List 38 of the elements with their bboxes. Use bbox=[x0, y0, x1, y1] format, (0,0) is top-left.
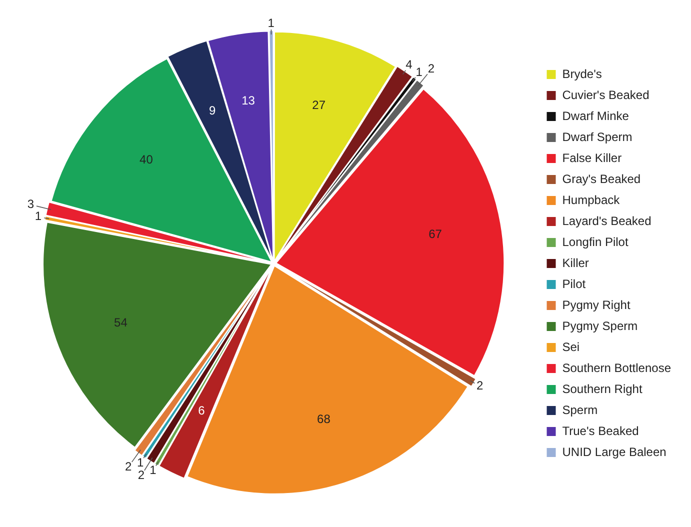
legend-label: Gray's Beaked bbox=[562, 172, 641, 186]
data-label: 1 bbox=[136, 455, 144, 470]
legend-label: UNID Large Baleen bbox=[562, 444, 666, 459]
legend-label: Bryde's bbox=[562, 66, 602, 81]
legend-label: Pygmy Sperm bbox=[562, 318, 638, 333]
data-label: 40 bbox=[140, 152, 154, 166]
data-label: 54 bbox=[114, 315, 128, 330]
legend-label: Layard's Beaked bbox=[562, 214, 652, 228]
data-label: 3 bbox=[27, 196, 34, 211]
data-label: 1 bbox=[416, 64, 423, 79]
data-label: 1 bbox=[150, 463, 157, 478]
data-label: 4 bbox=[406, 58, 413, 72]
data-label: 2 bbox=[138, 468, 145, 482]
data-label: 6 bbox=[198, 403, 206, 418]
legend-label: Pygmy Right bbox=[562, 298, 631, 312]
data-label: 68 bbox=[317, 412, 331, 426]
data-label: 13 bbox=[242, 94, 256, 108]
legend-label: Dwarf Minke bbox=[562, 108, 630, 123]
legend-label: Humpback bbox=[562, 192, 621, 207]
legend-label: False Killer bbox=[562, 150, 622, 165]
legend-label: Killer bbox=[562, 256, 589, 270]
data-label: 1 bbox=[268, 16, 275, 30]
data-label: 9 bbox=[209, 104, 216, 118]
legend-label: Pilot bbox=[562, 276, 586, 291]
data-label: 2 bbox=[428, 62, 435, 76]
data-label: 67 bbox=[428, 227, 442, 242]
data-label: 1 bbox=[34, 208, 42, 223]
legend-label: Sperm bbox=[562, 402, 598, 417]
legend-label: Longfin Pilot bbox=[562, 234, 629, 249]
data-label: 27 bbox=[312, 98, 326, 112]
legend-label: Cuvier's Beaked bbox=[562, 88, 650, 102]
data-label: 2 bbox=[125, 459, 132, 474]
data-label: 2 bbox=[476, 378, 484, 393]
legend-label: Southern Right bbox=[562, 382, 643, 396]
legend-label: True's Beaked bbox=[562, 424, 639, 438]
legend-label: Dwarf Sperm bbox=[562, 130, 632, 144]
legend-label: Sei bbox=[562, 340, 580, 354]
legend-label: Southern Bottlenose bbox=[562, 360, 672, 375]
